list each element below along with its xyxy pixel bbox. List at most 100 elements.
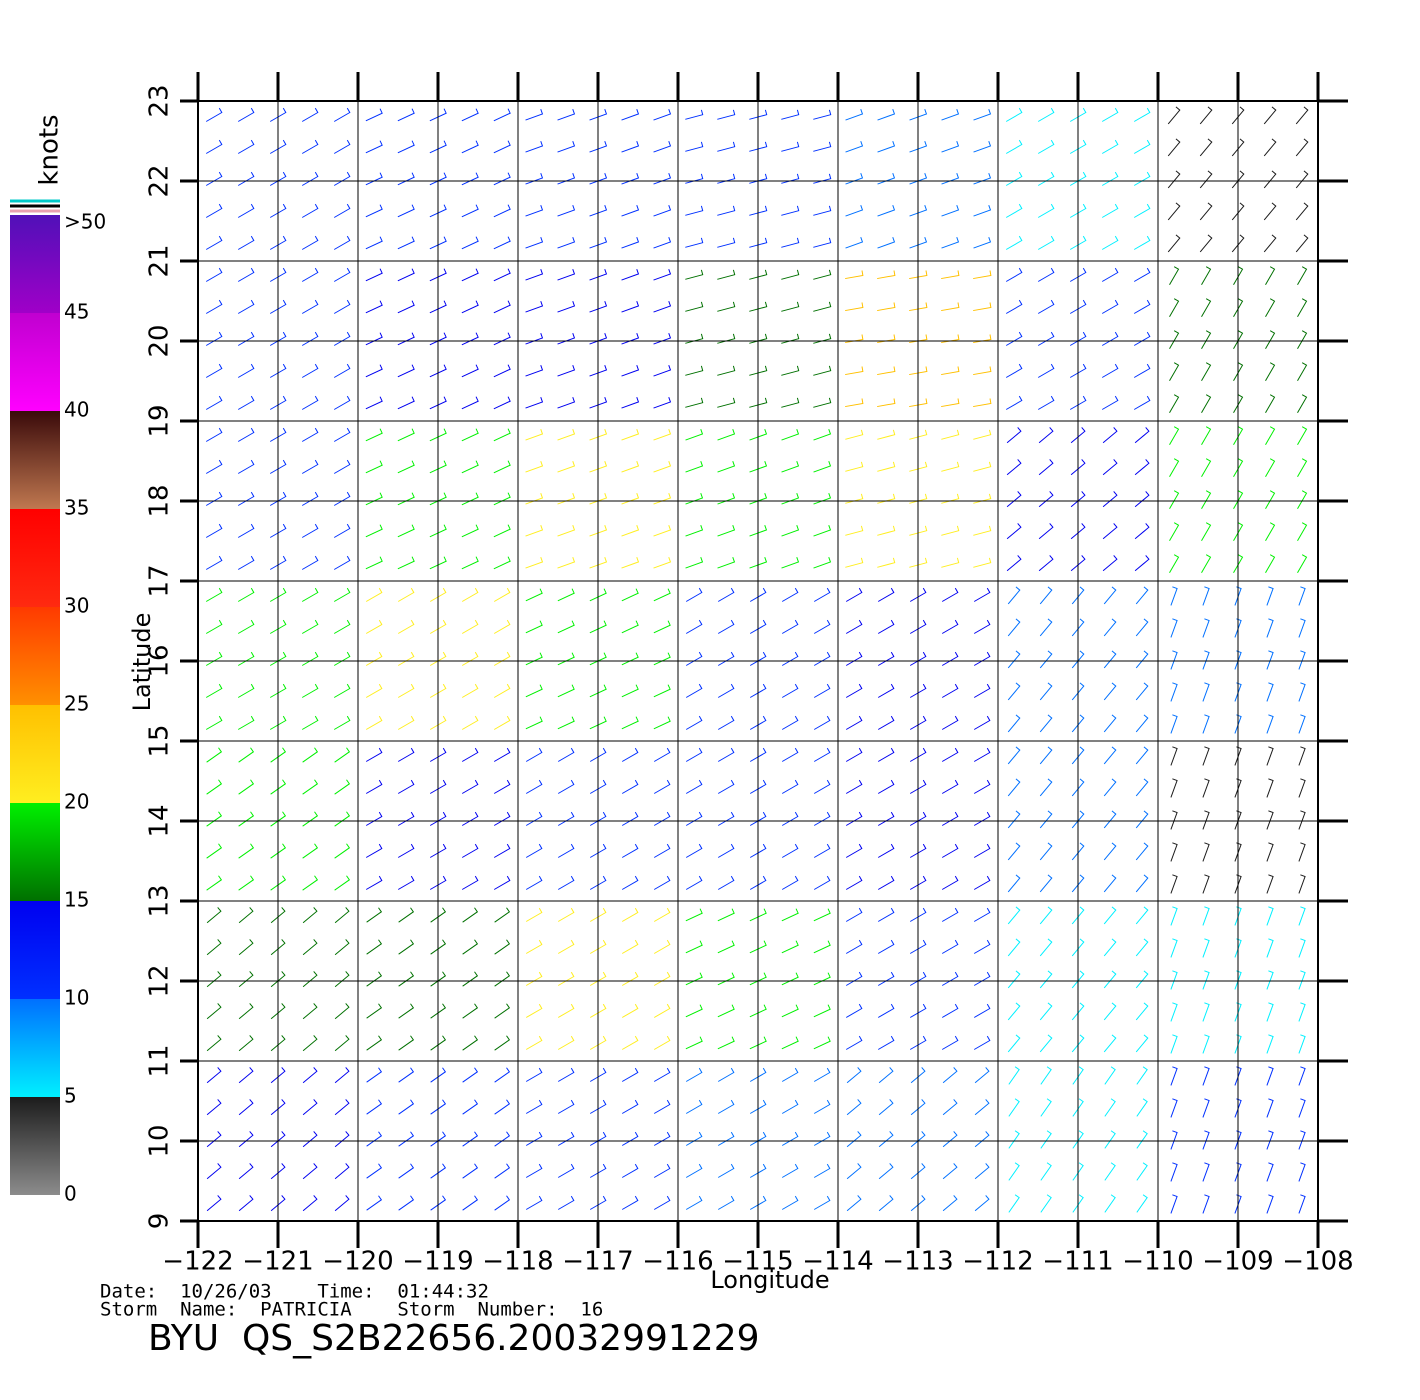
wind-barb bbox=[206, 843, 223, 859]
wind-barb bbox=[1103, 650, 1117, 669]
wind-barb bbox=[973, 843, 991, 858]
x-tick-label: −118 bbox=[482, 1247, 553, 1277]
wind-barb bbox=[1202, 1066, 1210, 1086]
wind-barb bbox=[685, 779, 703, 794]
wind-barb bbox=[270, 843, 287, 859]
wind-barb bbox=[365, 332, 383, 346]
wind-barb bbox=[909, 651, 927, 666]
wind-barb bbox=[749, 1131, 767, 1146]
wind-barb bbox=[461, 875, 479, 890]
wind-barb bbox=[877, 141, 896, 153]
colorbar-segment bbox=[10, 313, 60, 411]
wind-barb bbox=[877, 429, 896, 440]
wind-barb bbox=[1298, 1130, 1306, 1150]
y-tick-label: 18 bbox=[145, 484, 175, 517]
wind-barb bbox=[557, 301, 576, 313]
y-tick-label: 16 bbox=[145, 644, 175, 677]
wind-barb bbox=[941, 779, 959, 794]
wind-barb bbox=[909, 109, 928, 121]
wind-barb bbox=[1135, 938, 1149, 957]
wind-barb bbox=[846, 1195, 862, 1212]
wind-barb bbox=[557, 173, 576, 185]
wind-barb bbox=[333, 427, 351, 442]
wind-barb bbox=[1039, 810, 1053, 829]
wind-barb bbox=[1102, 459, 1118, 476]
wind-barb bbox=[334, 1131, 350, 1148]
wind-barb bbox=[1103, 682, 1117, 701]
wind-barb bbox=[365, 204, 383, 218]
wind-barb bbox=[365, 524, 383, 538]
wind-barb bbox=[1298, 1002, 1306, 1022]
wind-barb bbox=[1201, 394, 1212, 414]
wind-barb bbox=[1103, 586, 1117, 605]
wind-barb bbox=[1170, 746, 1178, 766]
wind-barb bbox=[653, 397, 672, 409]
wind-barb bbox=[1007, 1034, 1021, 1053]
wind-barb bbox=[1297, 490, 1308, 510]
wind-barb bbox=[1298, 746, 1306, 766]
wind-barb bbox=[685, 715, 703, 730]
wind-barb bbox=[525, 939, 543, 954]
wind-barb bbox=[1233, 458, 1244, 478]
wind-barb bbox=[493, 236, 511, 250]
wind-barb bbox=[462, 1067, 479, 1083]
wind-barb bbox=[206, 779, 223, 795]
wind-barb bbox=[525, 652, 543, 666]
wind-barb bbox=[334, 779, 351, 795]
wind-barb bbox=[429, 108, 447, 122]
wind-barb bbox=[973, 461, 992, 472]
wind-barb bbox=[1070, 523, 1086, 540]
wind-barb bbox=[557, 1067, 575, 1082]
wind-barb bbox=[685, 141, 704, 152]
wind-barb bbox=[269, 235, 287, 250]
wind-barb bbox=[430, 939, 447, 955]
wind-barb bbox=[493, 204, 511, 218]
wind-barb bbox=[1202, 906, 1210, 926]
wind-barb bbox=[1136, 1066, 1148, 1085]
wind-barb bbox=[1298, 874, 1306, 894]
wind-barb bbox=[749, 397, 768, 408]
wind-barb bbox=[845, 141, 864, 153]
axes: −122 −121 −120 −119 −118 −117 −116 −115 −114 −113… bbox=[145, 72, 1354, 1277]
y-tick-label: 17 bbox=[145, 564, 175, 597]
wind-barb bbox=[237, 299, 255, 314]
wind-barb bbox=[301, 427, 319, 442]
y-tick-label: 10 bbox=[145, 1124, 175, 1157]
wind-barb bbox=[845, 747, 863, 762]
wind-barb bbox=[973, 334, 992, 344]
wind-barb bbox=[430, 1003, 447, 1019]
wind-barb bbox=[461, 556, 479, 570]
wind-barb bbox=[685, 651, 703, 666]
wind-barb bbox=[1072, 1130, 1084, 1149]
wind-barb bbox=[589, 1099, 607, 1114]
wind-barb bbox=[205, 491, 223, 506]
wind-barb bbox=[653, 493, 672, 505]
colorbar-segment bbox=[10, 901, 60, 999]
wind-barb bbox=[461, 715, 479, 730]
wind-barb bbox=[685, 333, 704, 344]
wind-barb bbox=[1039, 650, 1053, 669]
wind-barb bbox=[941, 811, 959, 826]
colorbar-tick-label: 5 bbox=[64, 1084, 77, 1108]
wind-barb bbox=[238, 1035, 254, 1052]
wind-barb bbox=[1007, 874, 1021, 893]
wind-barb bbox=[813, 908, 831, 922]
wind-barb bbox=[621, 461, 640, 473]
wind-barb bbox=[1005, 395, 1023, 410]
wind-barb bbox=[1265, 266, 1276, 286]
wind-barb bbox=[1169, 522, 1180, 542]
wind-barb bbox=[685, 1036, 703, 1050]
wind-barb bbox=[461, 428, 479, 442]
wind-barb bbox=[621, 109, 640, 121]
wind-barb bbox=[1037, 203, 1055, 218]
wind-barb bbox=[877, 747, 895, 762]
wind-barb bbox=[717, 715, 735, 730]
wind-barb bbox=[1104, 1162, 1116, 1181]
wind-barb bbox=[941, 237, 960, 249]
wind-barb bbox=[813, 619, 831, 634]
wind-barb bbox=[365, 428, 383, 442]
wind-barb bbox=[557, 747, 575, 762]
wind-barb bbox=[270, 1195, 286, 1212]
wind-barb bbox=[877, 875, 895, 890]
